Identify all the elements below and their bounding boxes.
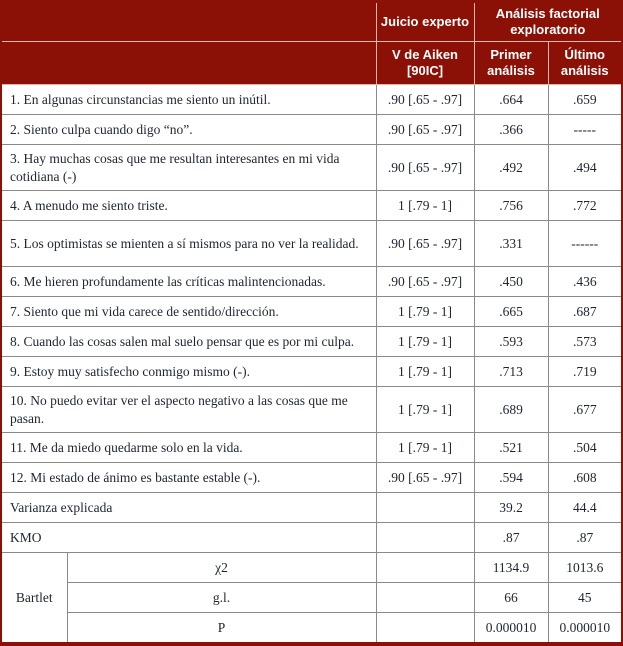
aiken-value: .90 [.65 - .97] (375, 114, 475, 145)
first-analysis-value: .664 (473, 84, 549, 115)
bartlet-stat-label: χ2 (66, 552, 377, 583)
header-ultimo-analisis: Último análisis (547, 41, 623, 85)
kmo-row: KMO .87 .87 (0, 522, 623, 553)
last-analysis-value: .608 (547, 462, 623, 493)
item-text: 9. Estoy muy satisfecho conmigo mismo (-… (0, 356, 377, 387)
bartlet-label: Bartlet (0, 552, 68, 645)
first-analysis-value: .521 (473, 432, 549, 463)
item-text: 1. En algunas circunstancias me siento u… (0, 84, 377, 115)
item-row-6: 6. Me hieren profundamente las críticas … (0, 266, 623, 297)
first-analysis-value: 0.000010 (473, 612, 549, 645)
last-analysis-value: .573 (547, 326, 623, 357)
variance-label: Varianza explicada (0, 492, 377, 523)
item-row-9: 9. Estoy muy satisfecho conmigo mismo (-… (0, 356, 623, 387)
last-analysis-value: .719 (547, 356, 623, 387)
item-row-10: 10. No puedo evitar ver el aspecto negat… (0, 386, 623, 433)
first-analysis-value: .594 (473, 462, 549, 493)
item-text: 3. Hay muchas cosas que me resultan inte… (0, 144, 377, 191)
aiken-value: 1 [.79 - 1] (375, 190, 475, 221)
first-analysis-value: .713 (473, 356, 549, 387)
aiken-empty-cell (375, 612, 475, 645)
last-analysis-value: .659 (547, 84, 623, 115)
first-analysis-value: .665 (473, 296, 549, 327)
kmo-label: KMO (0, 522, 377, 553)
aiken-value: 1 [.79 - 1] (375, 326, 475, 357)
header-v-de-aiken: V de Aiken [90IC] (375, 41, 475, 85)
last-analysis-value: .772 (547, 190, 623, 221)
aiken-empty-cell (375, 582, 475, 613)
aiken-value: 1 [.79 - 1] (375, 386, 475, 433)
bartlet-chi2-row: Bartlet χ2 1134.9 1013.6 (0, 552, 623, 645)
header-primer-analisis: Primer análisis (473, 41, 549, 85)
bartlet-p-row: P 0.000010 0.000010 (1, 612, 623, 645)
corner-cell-2 (0, 41, 377, 85)
aiken-value: 1 [.79 - 1] (375, 296, 475, 327)
item-text: 5. Los optimistas se mienten a sí mismos… (0, 220, 377, 267)
last-analysis-value: .687 (547, 296, 623, 327)
first-analysis-value: .87 (473, 522, 549, 553)
aiken-empty-cell (375, 522, 475, 553)
first-analysis-value: .450 (473, 266, 549, 297)
last-analysis-value: .436 (547, 266, 623, 297)
item-row-4: 4. A menudo me siento triste. 1 [.79 - 1… (0, 190, 623, 221)
aiken-value: .90 [.65 - .97] (375, 266, 475, 297)
last-analysis-value: .504 (547, 432, 623, 463)
aiken-value: .90 [.65 - .97] (375, 84, 475, 115)
item-text: 6. Me hieren profundamente las críticas … (0, 266, 377, 297)
item-row-3: 3. Hay muchas cosas que me resultan inte… (0, 144, 623, 191)
last-analysis-value: .87 (547, 522, 623, 553)
aiken-value: .90 [.65 - .97] (375, 144, 475, 191)
item-row-8: 8. Cuando las cosas salen mal suelo pens… (0, 326, 623, 357)
item-text: 11. Me da miedo quedarme solo en la vida… (0, 432, 377, 463)
variance-row: Varianza explicada 39.2 44.4 (0, 492, 623, 523)
item-text: 2. Siento culpa cuando digo “no”. (0, 114, 377, 145)
header-sub-row: V de Aiken [90IC] Primer análisis Último… (0, 41, 623, 85)
bartlet-gl-row: g.l. 66 45 (1, 582, 623, 613)
header-juicio-experto: Juicio experto (375, 1, 475, 42)
header-analisis-factorial: Análisis factorial exploratorio (473, 1, 623, 42)
last-analysis-value: 0.000010 (547, 612, 623, 645)
aiken-value: .90 [.65 - .97] (375, 462, 475, 493)
first-analysis-value: 1134.9 (473, 552, 549, 583)
item-row-1: 1. En algunas circunstancias me siento u… (0, 84, 623, 115)
item-text: 7. Siento que mi vida carece de sentido/… (0, 296, 377, 327)
item-row-12: 12. Mi estado de ánimo es bastante estab… (0, 462, 623, 493)
item-row-11: 11. Me da miedo quedarme solo en la vida… (0, 432, 623, 463)
bartlet-stat-label: P (66, 612, 377, 645)
last-analysis-value: 44.4 (547, 492, 623, 523)
item-row-2: 2. Siento culpa cuando digo “no”. .90 [.… (0, 114, 623, 145)
bartlet-stat-label: g.l. (66, 582, 377, 613)
item-text: 4. A menudo me siento triste. (0, 190, 377, 221)
last-analysis-value: .677 (547, 386, 623, 433)
first-analysis-value: .593 (473, 326, 549, 357)
item-row-5: 5. Los optimistas se mienten a sí mismos… (0, 220, 623, 267)
first-analysis-value: .331 (473, 220, 549, 267)
item-text: 12. Mi estado de ánimo es bastante estab… (0, 462, 377, 493)
last-analysis-value: ------ (547, 220, 623, 267)
first-analysis-value: .366 (473, 114, 549, 145)
item-text: 8. Cuando las cosas salen mal suelo pens… (0, 326, 377, 357)
item-row-7: 7. Siento que mi vida carece de sentido/… (0, 296, 623, 327)
aiken-empty-cell (375, 552, 475, 583)
first-analysis-value: .756 (473, 190, 549, 221)
last-analysis-value: 45 (547, 582, 623, 613)
aiken-value: 1 [.79 - 1] (375, 356, 475, 387)
last-analysis-value: 1013.6 (547, 552, 623, 583)
aiken-value: 1 [.79 - 1] (375, 432, 475, 463)
header-group-row: Juicio experto Análisis factorial explor… (0, 1, 623, 42)
corner-cell (0, 1, 377, 42)
first-analysis-value: .492 (473, 144, 549, 191)
item-text: 10. No puedo evitar ver el aspecto negat… (0, 386, 377, 433)
aiken-empty-cell (375, 492, 475, 523)
last-analysis-value: ----- (547, 114, 623, 145)
last-analysis-value: .494 (547, 144, 623, 191)
first-analysis-value: .689 (473, 386, 549, 433)
aiken-value: .90 [.65 - .97] (375, 220, 475, 267)
first-analysis-value: 39.2 (473, 492, 549, 523)
first-analysis-value: 66 (473, 582, 549, 613)
